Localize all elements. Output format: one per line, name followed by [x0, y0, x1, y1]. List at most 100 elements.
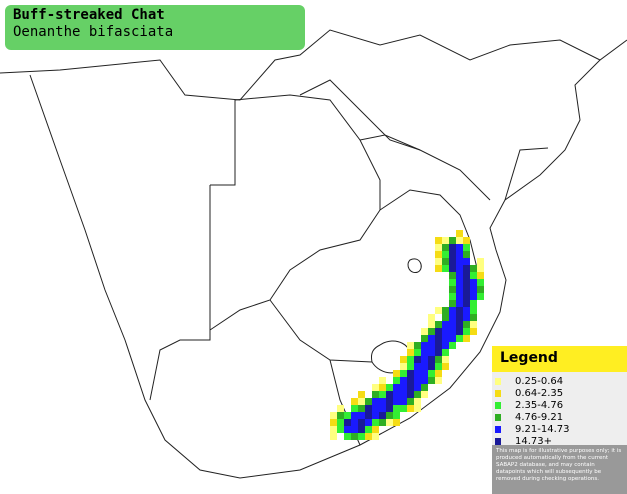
- cell: [337, 426, 344, 433]
- cell: [442, 237, 449, 244]
- cell: [449, 272, 456, 279]
- cell: [358, 426, 365, 433]
- cell: [435, 377, 442, 384]
- cell: [470, 314, 477, 321]
- cell: [393, 377, 400, 384]
- cell: [456, 237, 463, 244]
- cell: [421, 356, 428, 363]
- legend-label: 4.76-9.21: [515, 411, 564, 423]
- cell: [407, 370, 414, 377]
- cell: [442, 251, 449, 258]
- cell: [393, 370, 400, 377]
- cell: [435, 258, 442, 265]
- cell: [435, 349, 442, 356]
- cell: [463, 237, 470, 244]
- legend-item: 0.64-2.35: [492, 387, 627, 399]
- cell: [449, 328, 456, 335]
- cell: [400, 405, 407, 412]
- cell: [351, 419, 358, 426]
- cell: [470, 293, 477, 300]
- cell: [414, 398, 421, 405]
- cell: [414, 405, 421, 412]
- cell: [449, 265, 456, 272]
- cell: [456, 307, 463, 314]
- cell: [470, 286, 477, 293]
- cell: [463, 251, 470, 258]
- legend-label: 0.64-2.35: [515, 387, 564, 399]
- cell: [386, 384, 393, 391]
- legend-item: 0.25-0.64: [492, 375, 627, 387]
- cell: [435, 335, 442, 342]
- legend-swatch: [495, 413, 501, 421]
- legend-swatch: [495, 425, 501, 433]
- cell: [449, 307, 456, 314]
- cell: [344, 419, 351, 426]
- legend-swatch: [495, 401, 501, 409]
- cell: [421, 363, 428, 370]
- cell: [344, 433, 351, 440]
- cell: [351, 433, 358, 440]
- legend-item: 4.76-9.21: [492, 411, 627, 423]
- cell: [470, 328, 477, 335]
- legend-label: 2.35-4.76: [515, 399, 564, 411]
- cell: [421, 349, 428, 356]
- cell: [372, 426, 379, 433]
- cell: [407, 342, 414, 349]
- cell: [351, 426, 358, 433]
- cell: [463, 335, 470, 342]
- cell: [414, 384, 421, 391]
- cell: [428, 321, 435, 328]
- cell: [463, 307, 470, 314]
- cell: [428, 342, 435, 349]
- cell: [330, 433, 337, 440]
- cell: [344, 412, 351, 419]
- cell: [456, 265, 463, 272]
- cell: [407, 398, 414, 405]
- cell: [442, 356, 449, 363]
- cell: [442, 307, 449, 314]
- cell: [449, 342, 456, 349]
- cell: [463, 272, 470, 279]
- cell: [470, 307, 477, 314]
- cell: [435, 237, 442, 244]
- cell: [365, 412, 372, 419]
- cell: [442, 349, 449, 356]
- cell: [358, 419, 365, 426]
- cell: [456, 335, 463, 342]
- cell: [435, 321, 442, 328]
- cell: [477, 279, 484, 286]
- cell: [407, 405, 414, 412]
- cell: [393, 412, 400, 419]
- cell: [428, 377, 435, 384]
- cell: [456, 321, 463, 328]
- cell: [330, 419, 337, 426]
- cell: [414, 349, 421, 356]
- cell: [470, 265, 477, 272]
- cell: [435, 356, 442, 363]
- legend-item: 14.73+: [492, 435, 627, 447]
- cell: [470, 321, 477, 328]
- cell: [449, 286, 456, 293]
- cell: [456, 244, 463, 251]
- cell: [435, 307, 442, 314]
- legend-label: 0.25-0.64: [515, 375, 564, 387]
- cell: [407, 363, 414, 370]
- cell: [351, 398, 358, 405]
- cell: [358, 405, 365, 412]
- cell: [386, 412, 393, 419]
- cell: [456, 279, 463, 286]
- cell: [435, 363, 442, 370]
- cell: [463, 258, 470, 265]
- cell: [463, 321, 470, 328]
- legend-swatch: [495, 377, 501, 385]
- cell: [414, 391, 421, 398]
- cell: [463, 286, 470, 293]
- cell: [435, 265, 442, 272]
- cell: [442, 321, 449, 328]
- cell: [442, 244, 449, 251]
- cell: [393, 398, 400, 405]
- cell: [442, 363, 449, 370]
- cell: [386, 405, 393, 412]
- title: Buff-streaked Chat: [13, 7, 165, 23]
- cell: [421, 377, 428, 384]
